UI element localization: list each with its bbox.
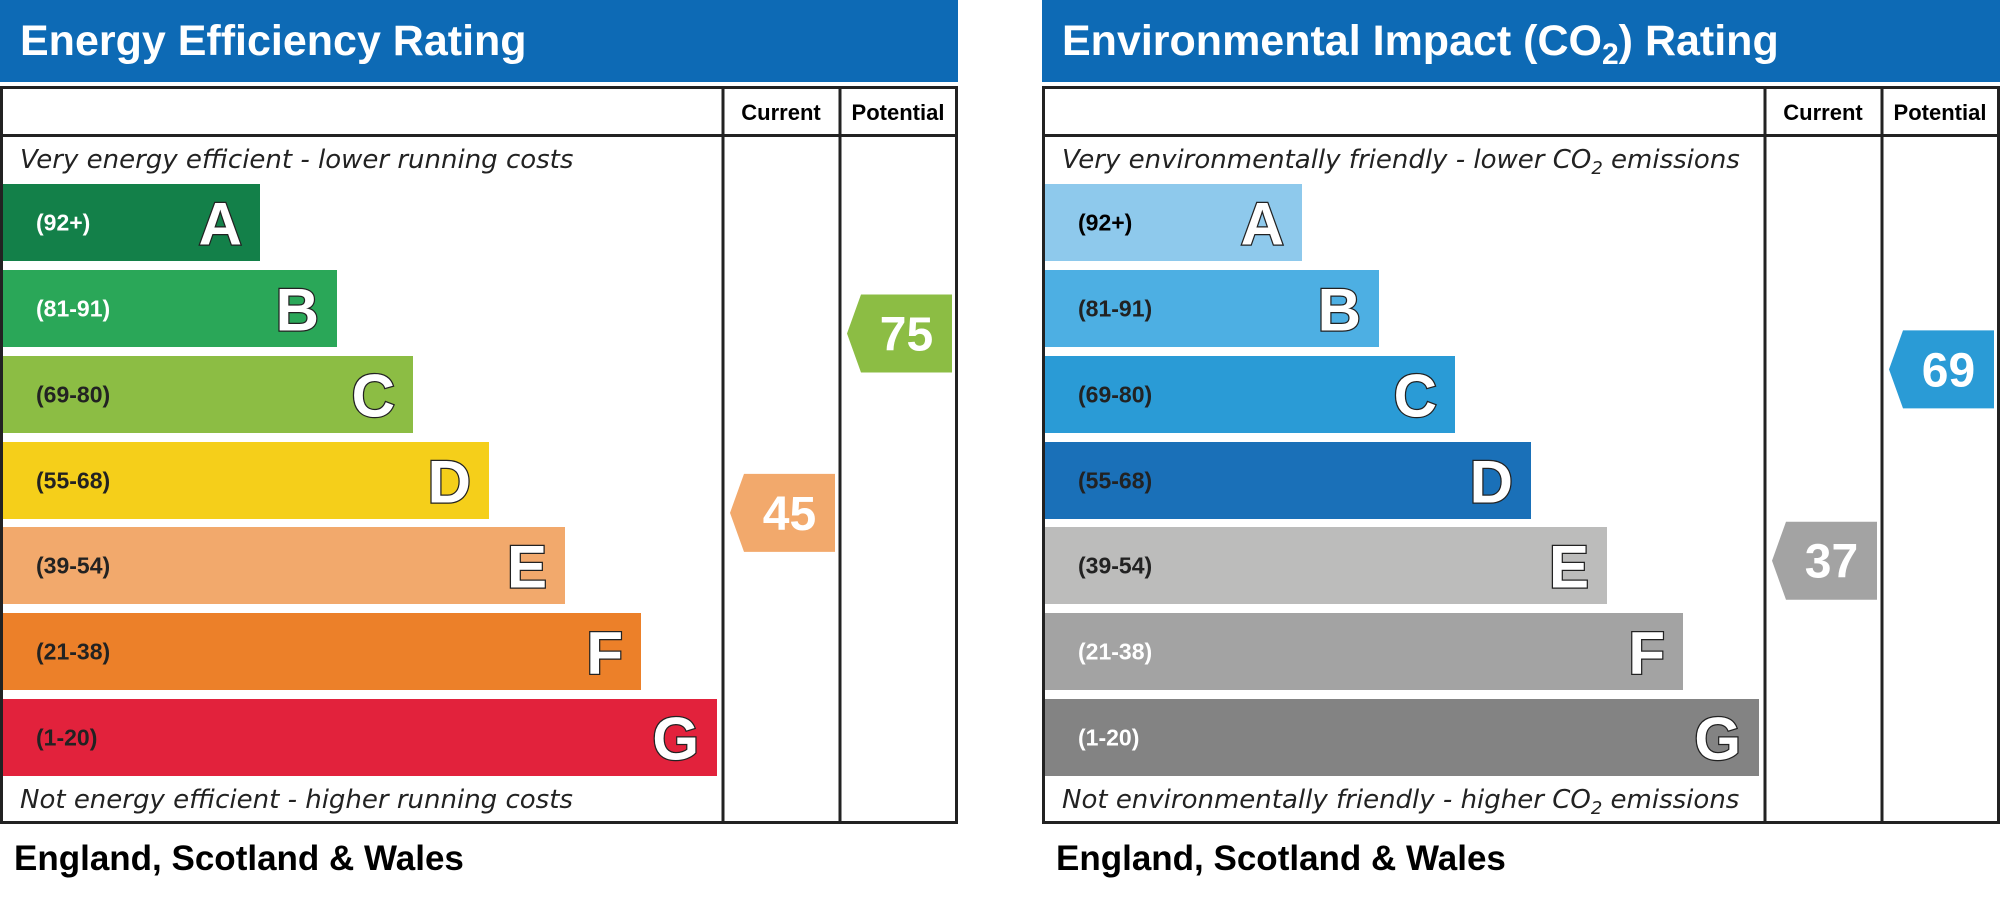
potential-rating-value: 75 <box>880 308 933 361</box>
chart-title: Energy Efficiency Rating <box>20 17 527 65</box>
band-bar-a <box>3 184 260 261</box>
rating-panel-eir: Environmental Impact (CO2) Rating Current… <box>1042 0 2000 878</box>
band-letter-c: C <box>1394 363 1437 430</box>
band-range-a: (92+) <box>1078 210 1132 236</box>
header-potential: Potential <box>852 100 945 125</box>
band-bar-c <box>1045 356 1455 433</box>
band-letter-d: D <box>1470 449 1513 516</box>
band-range-d: (55-68) <box>1078 468 1152 494</box>
potential-rating-arrow <box>1889 330 1994 409</box>
band-bar-g <box>3 699 717 776</box>
footer-region: England, Scotland & Wales <box>14 839 464 878</box>
band-bar-d <box>3 442 489 519</box>
chart-frame <box>1042 86 2000 824</box>
band-letter-a: A <box>199 191 242 258</box>
header-current: Current <box>1783 100 1863 125</box>
band-letter-c: C <box>352 363 395 430</box>
title-bar <box>1042 0 2000 82</box>
top-caption: Very environmentally friendly - lower CO… <box>1062 145 1740 179</box>
band-range-f: (21-38) <box>36 639 110 665</box>
band-range-b: (81-91) <box>36 296 110 322</box>
band-bar-a <box>1045 184 1302 261</box>
band-range-c: (69-80) <box>1078 382 1152 408</box>
current-rating-value: 37 <box>1805 536 1858 589</box>
band-range-e: (39-54) <box>36 553 110 579</box>
band-letter-b: B <box>1318 277 1361 344</box>
band-letter-e: E <box>507 534 547 601</box>
potential-rating-arrow <box>847 294 952 373</box>
chart-title: Environmental Impact (CO2) Rating <box>1062 17 1779 71</box>
band-range-f: (21-38) <box>1078 639 1152 665</box>
header-current: Current <box>741 100 821 125</box>
potential-rating-value: 69 <box>1922 344 1975 397</box>
band-bar-e <box>3 527 565 604</box>
band-letter-g: G <box>1694 706 1741 773</box>
title-bar <box>0 0 958 82</box>
band-range-e: (39-54) <box>1078 553 1152 579</box>
band-letter-g: G <box>652 706 699 773</box>
band-range-c: (69-80) <box>36 382 110 408</box>
band-bar-f <box>3 613 641 690</box>
band-bar-d <box>1045 442 1531 519</box>
header-potential: Potential <box>1894 100 1987 125</box>
current-rating-value: 45 <box>763 488 816 541</box>
band-range-g: (1-20) <box>1078 725 1139 751</box>
current-rating-arrow <box>1772 521 1877 600</box>
band-letter-e: E <box>1549 534 1589 601</box>
band-letter-d: D <box>428 449 471 516</box>
band-letter-f: F <box>586 620 623 687</box>
band-letter-b: B <box>276 277 319 344</box>
band-letter-a: A <box>1241 191 1284 258</box>
band-bar-b <box>3 270 337 347</box>
top-caption: Very energy efficient - lower running co… <box>20 145 573 175</box>
current-rating-arrow <box>730 473 835 552</box>
chart-frame <box>0 86 958 824</box>
band-range-g: (1-20) <box>36 725 97 751</box>
band-range-d: (55-68) <box>36 468 110 494</box>
rating-panel-eer: Energy Efficiency Rating Current Potential… <box>0 0 958 878</box>
bottom-caption: Not environmentally friendly - higher CO… <box>1062 785 1739 819</box>
band-bar-e <box>1045 527 1607 604</box>
band-bar-b <box>1045 270 1379 347</box>
band-letter-f: F <box>1628 620 1665 687</box>
band-bar-g <box>1045 699 1759 776</box>
band-range-b: (81-91) <box>1078 296 1152 322</box>
band-bar-f <box>1045 613 1683 690</box>
band-range-a: (92+) <box>36 210 90 236</box>
band-bar-c <box>3 356 413 433</box>
bottom-caption: Not energy efficient - higher running co… <box>20 785 573 815</box>
footer-region: England, Scotland & Wales <box>1056 839 1506 878</box>
